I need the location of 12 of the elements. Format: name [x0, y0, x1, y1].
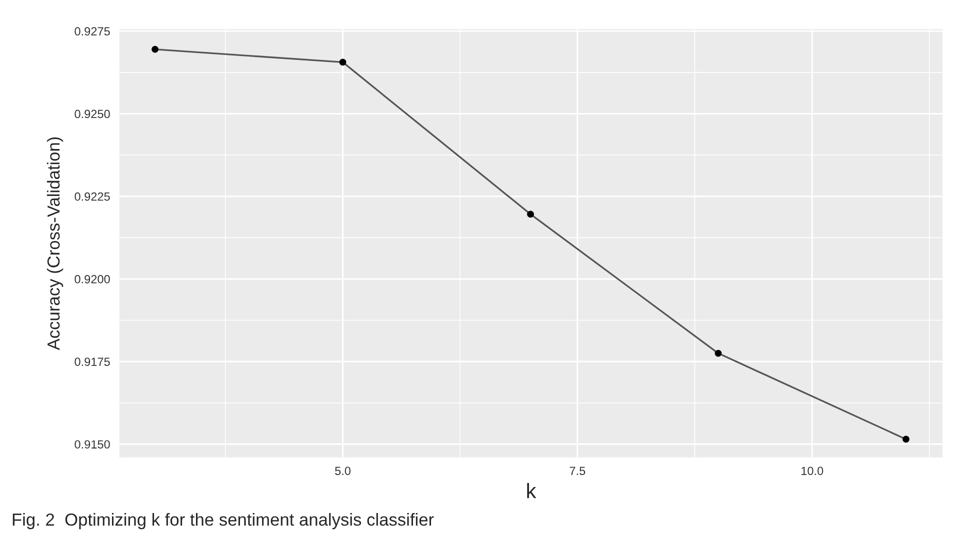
caption: Fig. 2 Optimizing k for the sentiment analysis classifier: [12, 513, 434, 530]
x-tick-label: 5.0: [335, 466, 351, 476]
y-tick-label: 0.9200: [74, 274, 110, 284]
y-tick-label: 0.9225: [74, 192, 110, 201]
y-tick-label: 0.9175: [74, 358, 110, 366]
y-tick-label: 0.9150: [74, 440, 110, 449]
x-tick-label: 7.5: [570, 466, 586, 476]
x-axis-title: k: [527, 482, 536, 498]
y-axis-title: Accuracy (Cross-Validation): [46, 137, 64, 350]
x-tick-label: 10.0: [802, 466, 824, 476]
y-tick-label: 0.9250: [74, 110, 110, 118]
y-tick-label: 0.9275: [74, 27, 110, 36]
